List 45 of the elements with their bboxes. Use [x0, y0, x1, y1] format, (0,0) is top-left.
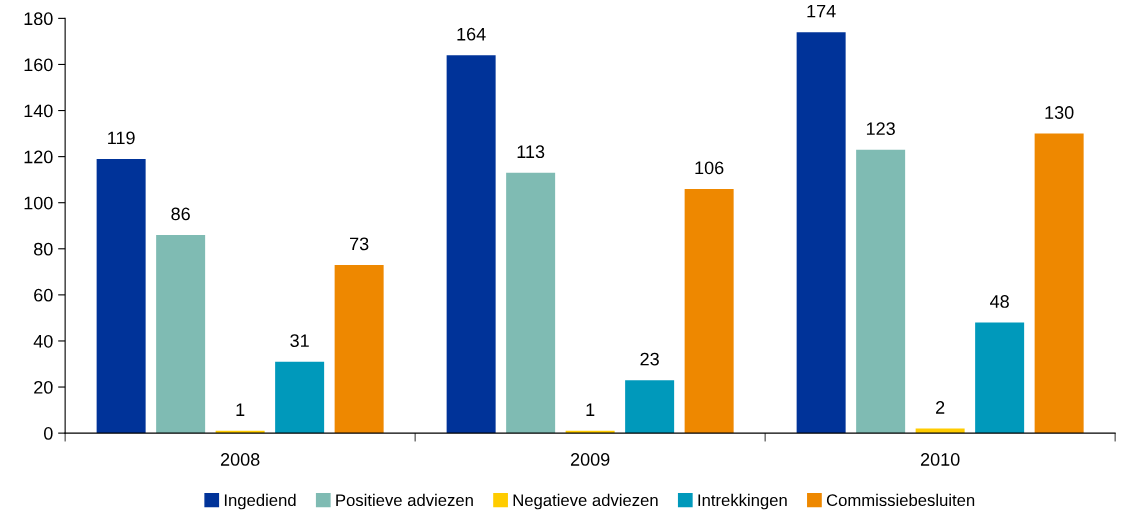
- y-tick-label: 80: [34, 242, 53, 256]
- bar: [446, 55, 496, 434]
- y-tick-label: 60: [34, 288, 53, 302]
- x-tick-label: 2009: [570, 453, 610, 466]
- y-tick-label: 140: [24, 104, 53, 118]
- y-tick-label: 120: [24, 150, 53, 164]
- bar: [796, 32, 846, 434]
- y-tick-label: 180: [24, 12, 53, 26]
- data-label: 48: [990, 295, 1009, 308]
- y-tick-label: 20: [34, 380, 53, 394]
- bar: [856, 149, 906, 434]
- bar: [1034, 133, 1084, 434]
- bar: [506, 172, 556, 434]
- y-tick-label: 40: [33, 334, 53, 348]
- data-label: 31: [290, 334, 309, 348]
- data-label: 1: [586, 403, 595, 416]
- bar: [156, 234, 206, 434]
- data-label: 1: [236, 403, 245, 416]
- bar: [334, 264, 384, 434]
- data-label: 73: [350, 237, 369, 251]
- legend-label: Ingediend: [224, 493, 296, 510]
- legend-label: Intrekkingen: [698, 493, 787, 510]
- data-label: 23: [640, 352, 659, 366]
- y-tick-label: 100: [24, 196, 53, 210]
- bar: [625, 380, 675, 434]
- data-label: 113: [517, 145, 545, 159]
- legend-label: Commissiebesluiten: [826, 493, 975, 507]
- data-label: 86: [171, 207, 190, 221]
- legend-label: Positieve adviezen: [336, 493, 473, 507]
- bar: [275, 361, 325, 434]
- data-label: 2: [936, 401, 945, 414]
- bar: [975, 322, 1025, 434]
- x-tick-label: 2010: [920, 453, 960, 466]
- y-tick-label: 160: [24, 58, 53, 72]
- bar: [684, 188, 734, 434]
- data-label: 106: [695, 161, 724, 175]
- data-label: 123: [866, 122, 895, 136]
- data-label: 119: [108, 131, 135, 145]
- legend-label: Negatieve adviezen: [513, 493, 658, 510]
- data-label: 130: [1045, 106, 1074, 119]
- data-label: 174: [807, 4, 836, 18]
- y-tick-label: 0: [43, 427, 53, 440]
- x-tick-label: 2008: [220, 453, 260, 466]
- bar: [96, 158, 146, 434]
- data-label: 164: [457, 27, 486, 41]
